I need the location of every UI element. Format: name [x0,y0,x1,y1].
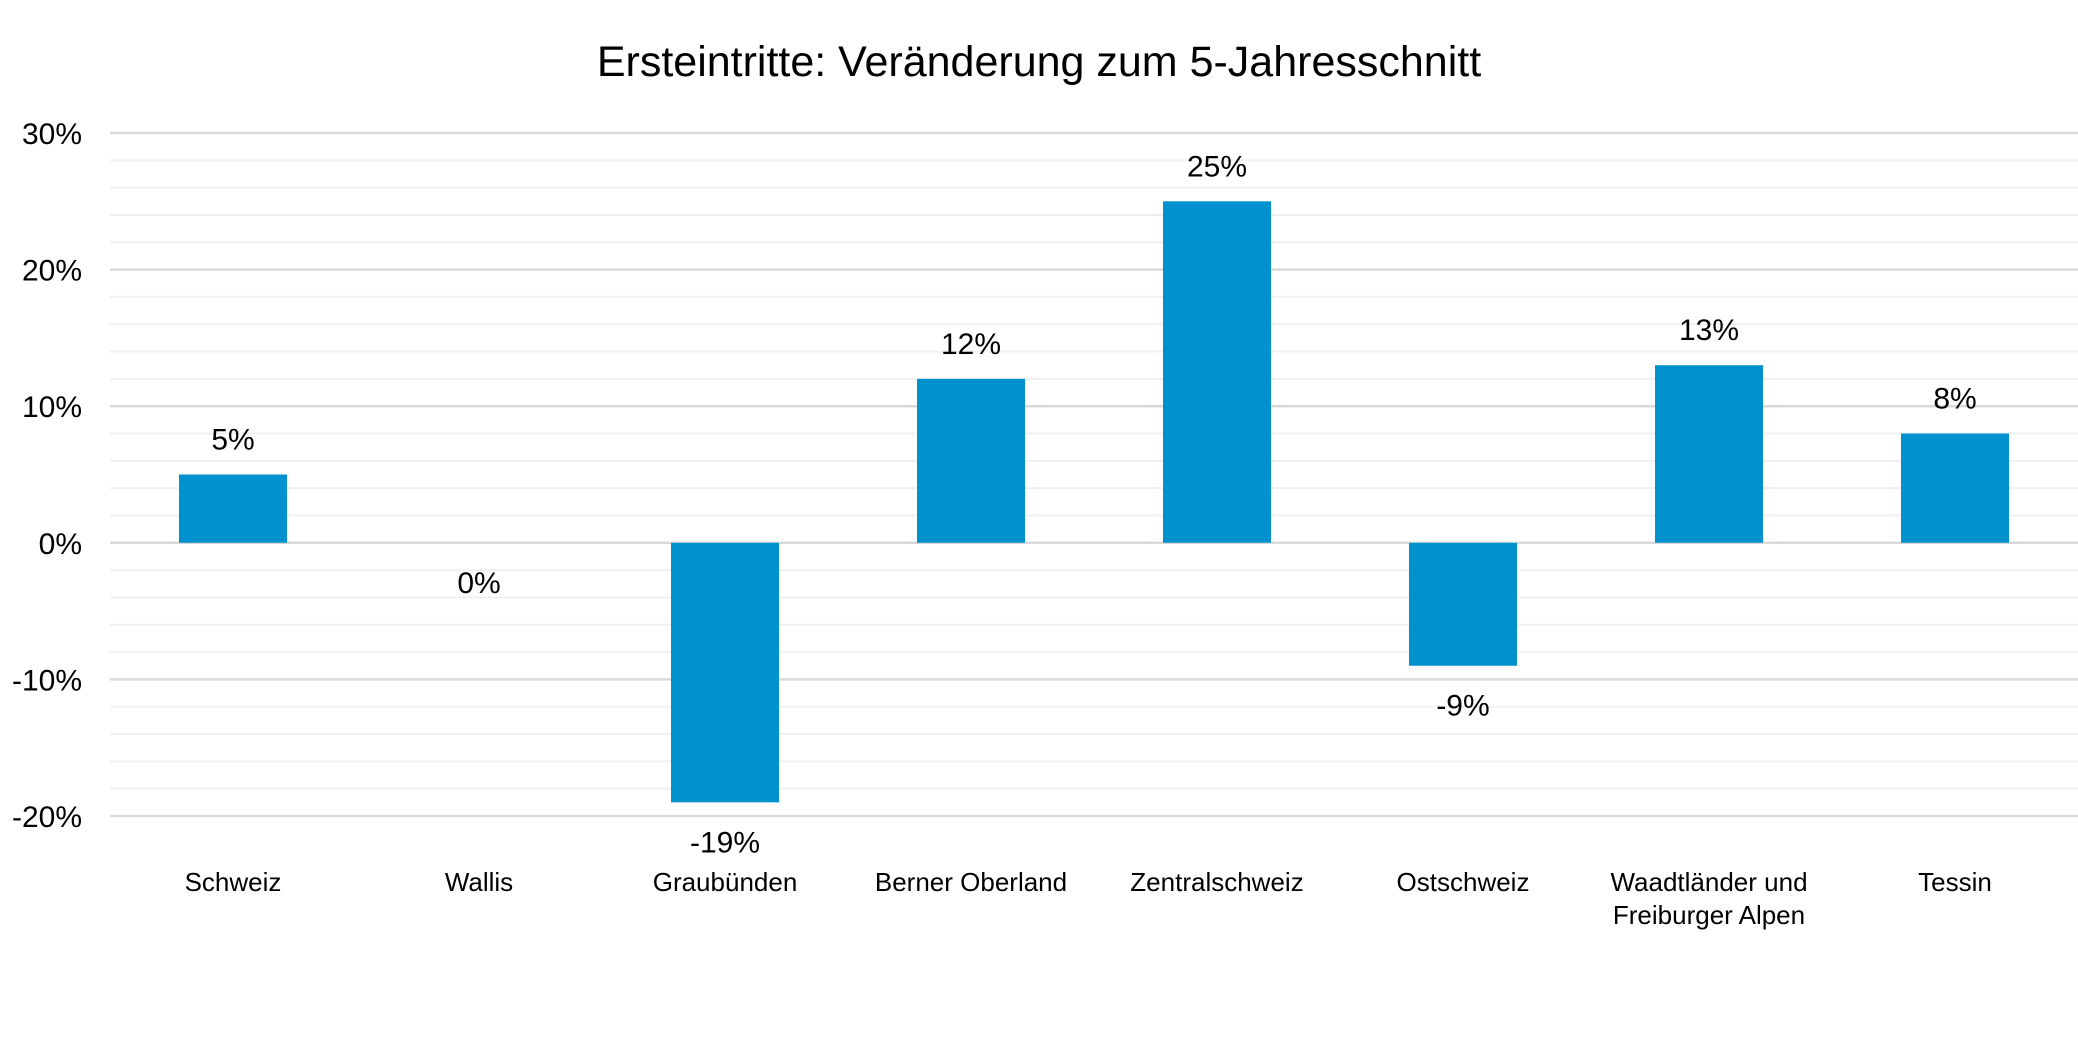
x-category-label-line: Freiburger Alpen [1613,900,1805,930]
y-tick-label: 20% [22,255,82,288]
x-category-label: Zentralschweiz [1130,867,1303,897]
data-label: 0% [457,567,500,600]
x-category-label-line: Graubünden [653,867,798,897]
chart-title: Ersteintritte: Veränderung zum 5-Jahress… [597,38,1481,86]
x-category-label-line: Schweiz [185,867,282,897]
x-category-label-line: Waadtländer und [1610,867,1807,897]
data-label: -9% [1436,690,1489,723]
label-layer: 30% 20% 10% 0% -10% -20% 5% Schweiz 0% Wallis -19%… [12,118,1992,930]
x-category-label: Waadtländer und Freiburger Alpen [1610,867,1807,930]
data-label: 8% [1933,383,1976,416]
x-category-label-line: Zentralschweiz [1130,867,1303,897]
bar [1655,365,1763,543]
data-label: -19% [690,826,760,859]
x-category-label: Tessin [1918,867,1992,897]
grid-layer [110,131,2078,818]
data-label: 5% [211,424,254,457]
data-label: 13% [1679,314,1739,347]
x-category-label-line: Ostschweiz [1397,867,1530,897]
x-category-label-line: Tessin [1918,867,1992,897]
y-tick-label: 0% [39,528,82,561]
bar [671,542,779,803]
x-category-label: Graubünden [653,867,798,897]
x-category-label-line: Berner Oberland [875,867,1067,897]
bar [179,474,287,543]
y-tick-label: -10% [12,664,82,697]
bar [1901,433,2009,543]
y-tick-label: 30% [22,118,82,151]
bar-layer [179,201,2009,803]
y-tick-label: -20% [12,801,82,834]
x-category-label: Ostschweiz [1397,867,1530,897]
bar [917,378,1025,543]
x-category-label: Schweiz [185,867,282,897]
x-category-label: Berner Oberland [875,867,1067,897]
x-category-label: Wallis [445,867,513,897]
data-label: 12% [941,328,1001,361]
data-label: 25% [1187,150,1247,183]
bar [1163,201,1271,543]
bar [1409,542,1517,666]
y-tick-label: 10% [22,391,82,424]
x-category-label-line: Wallis [445,867,513,897]
